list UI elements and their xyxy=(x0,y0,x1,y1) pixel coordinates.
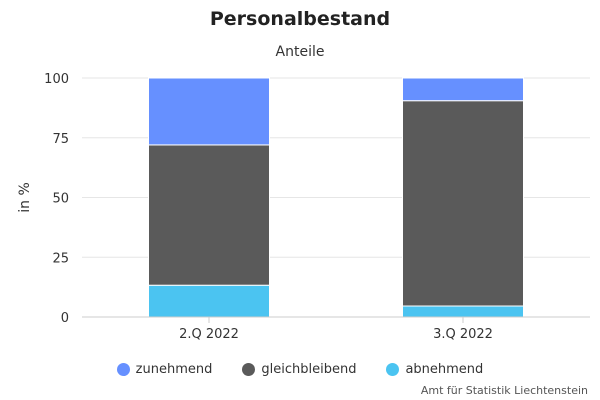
y-tick-label-75: 75 xyxy=(52,132,69,147)
bar-gleichbleibend-1 xyxy=(402,100,524,307)
y-tick-label-50: 50 xyxy=(52,192,69,207)
legend-item-gleichbleibend[interactable]: gleichbleibend xyxy=(242,362,356,377)
x-tick-label-1: 3.Q 2022 xyxy=(433,327,493,342)
chart-title: Personalbestand xyxy=(209,8,391,30)
y-tick-label-100: 100 xyxy=(44,72,69,87)
bar-zunehmend-1 xyxy=(402,77,524,102)
x-tick-label-0: 2.Q 2022 xyxy=(179,327,239,342)
legend: zunehmend gleichbleibend abnehmend xyxy=(0,362,600,377)
bar-zunehmend-0 xyxy=(148,77,270,146)
y-tick-label-25: 25 xyxy=(52,251,69,266)
chart-subtitle: Anteile xyxy=(275,44,325,60)
source-credit[interactable]: Amt für Statistik Liechtenstein xyxy=(420,384,588,397)
legend-label-zunehmend: zunehmend xyxy=(135,362,213,377)
legend-item-abnehmend[interactable]: abnehmend xyxy=(386,362,483,377)
legend-label-abnehmend: abnehmend xyxy=(405,362,484,377)
bar-gleichbleibend-0 xyxy=(148,144,270,286)
y-axis-title: in % xyxy=(17,182,33,213)
legend-swatch-zunehmend xyxy=(116,363,130,376)
y-tick-label-0: 0 xyxy=(61,311,69,326)
bar-abnehmend-1 xyxy=(402,305,524,318)
legend-label-gleichbleibend: gleichbleibend xyxy=(261,362,357,377)
legend-swatch-abnehmend xyxy=(386,363,400,376)
bar-abnehmend-0 xyxy=(148,284,270,318)
legend-item-zunehmend[interactable]: zunehmend xyxy=(116,362,213,377)
legend-swatch-gleichbleibend xyxy=(242,363,256,376)
